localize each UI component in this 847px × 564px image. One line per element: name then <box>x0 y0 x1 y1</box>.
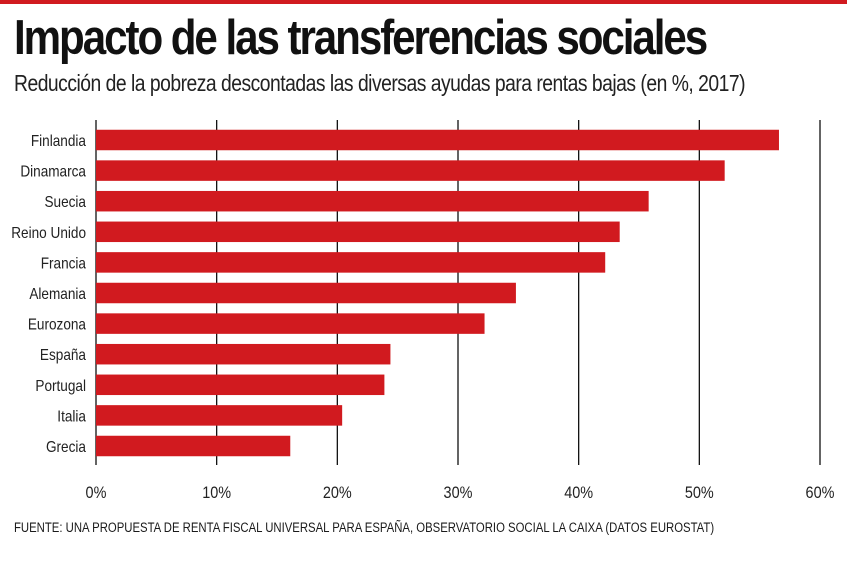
category-label: Grecia <box>46 439 87 456</box>
category-label: Finlandia <box>31 133 87 150</box>
bars <box>96 129 779 457</box>
bar-eurozona <box>96 313 485 334</box>
bar-finlandia <box>96 129 779 151</box>
x-tick-label: 40% <box>564 484 593 502</box>
x-tick-label: 10% <box>202 484 231 502</box>
bar-dinamarca <box>96 160 725 181</box>
bar-francia <box>96 252 606 273</box>
bar-reino-unido <box>96 221 620 243</box>
x-tick-label: 60% <box>806 484 835 502</box>
category-label: Italia <box>57 408 86 425</box>
top-accent-rule <box>0 0 847 4</box>
category-label: Reino Unido <box>11 225 86 242</box>
x-tick-label: 30% <box>444 484 473 502</box>
bar-chart: Finlandia Dinamarca Suecia Reino Unido Franc… <box>11 120 835 502</box>
category-label: Eurozona <box>28 317 87 334</box>
category-labels: Finlandia Dinamarca Suecia Reino Unido Franc… <box>11 133 86 456</box>
bar-suecia <box>96 190 649 212</box>
category-label: Francia <box>41 255 87 272</box>
chart-title: Impacto de las transferencias sociales <box>14 11 708 65</box>
category-label: Suecia <box>44 194 86 211</box>
bar-portugal <box>96 374 385 396</box>
source-note: FUENTE: UNA PROPUESTA DE RENTA FISCAL UN… <box>14 520 715 535</box>
x-tick-label: 50% <box>685 484 714 502</box>
bar-españa <box>96 343 391 365</box>
x-tick-label: 0% <box>86 484 107 502</box>
x-tick-label: 20% <box>323 484 352 502</box>
bar-italia <box>96 405 343 426</box>
category-label: Alemania <box>29 286 86 303</box>
bar-grecia <box>96 435 291 457</box>
x-axis-tick-labels: 0% 10% 20% 30% 40% 50% 60% <box>86 484 835 502</box>
bar-alemania <box>96 282 516 304</box>
category-label: Dinamarca <box>20 164 86 181</box>
category-label: España <box>40 347 87 364</box>
chart-subtitle: Reducción de la pobreza descontadas las … <box>14 70 746 96</box>
category-label: Portugal <box>35 378 86 395</box>
